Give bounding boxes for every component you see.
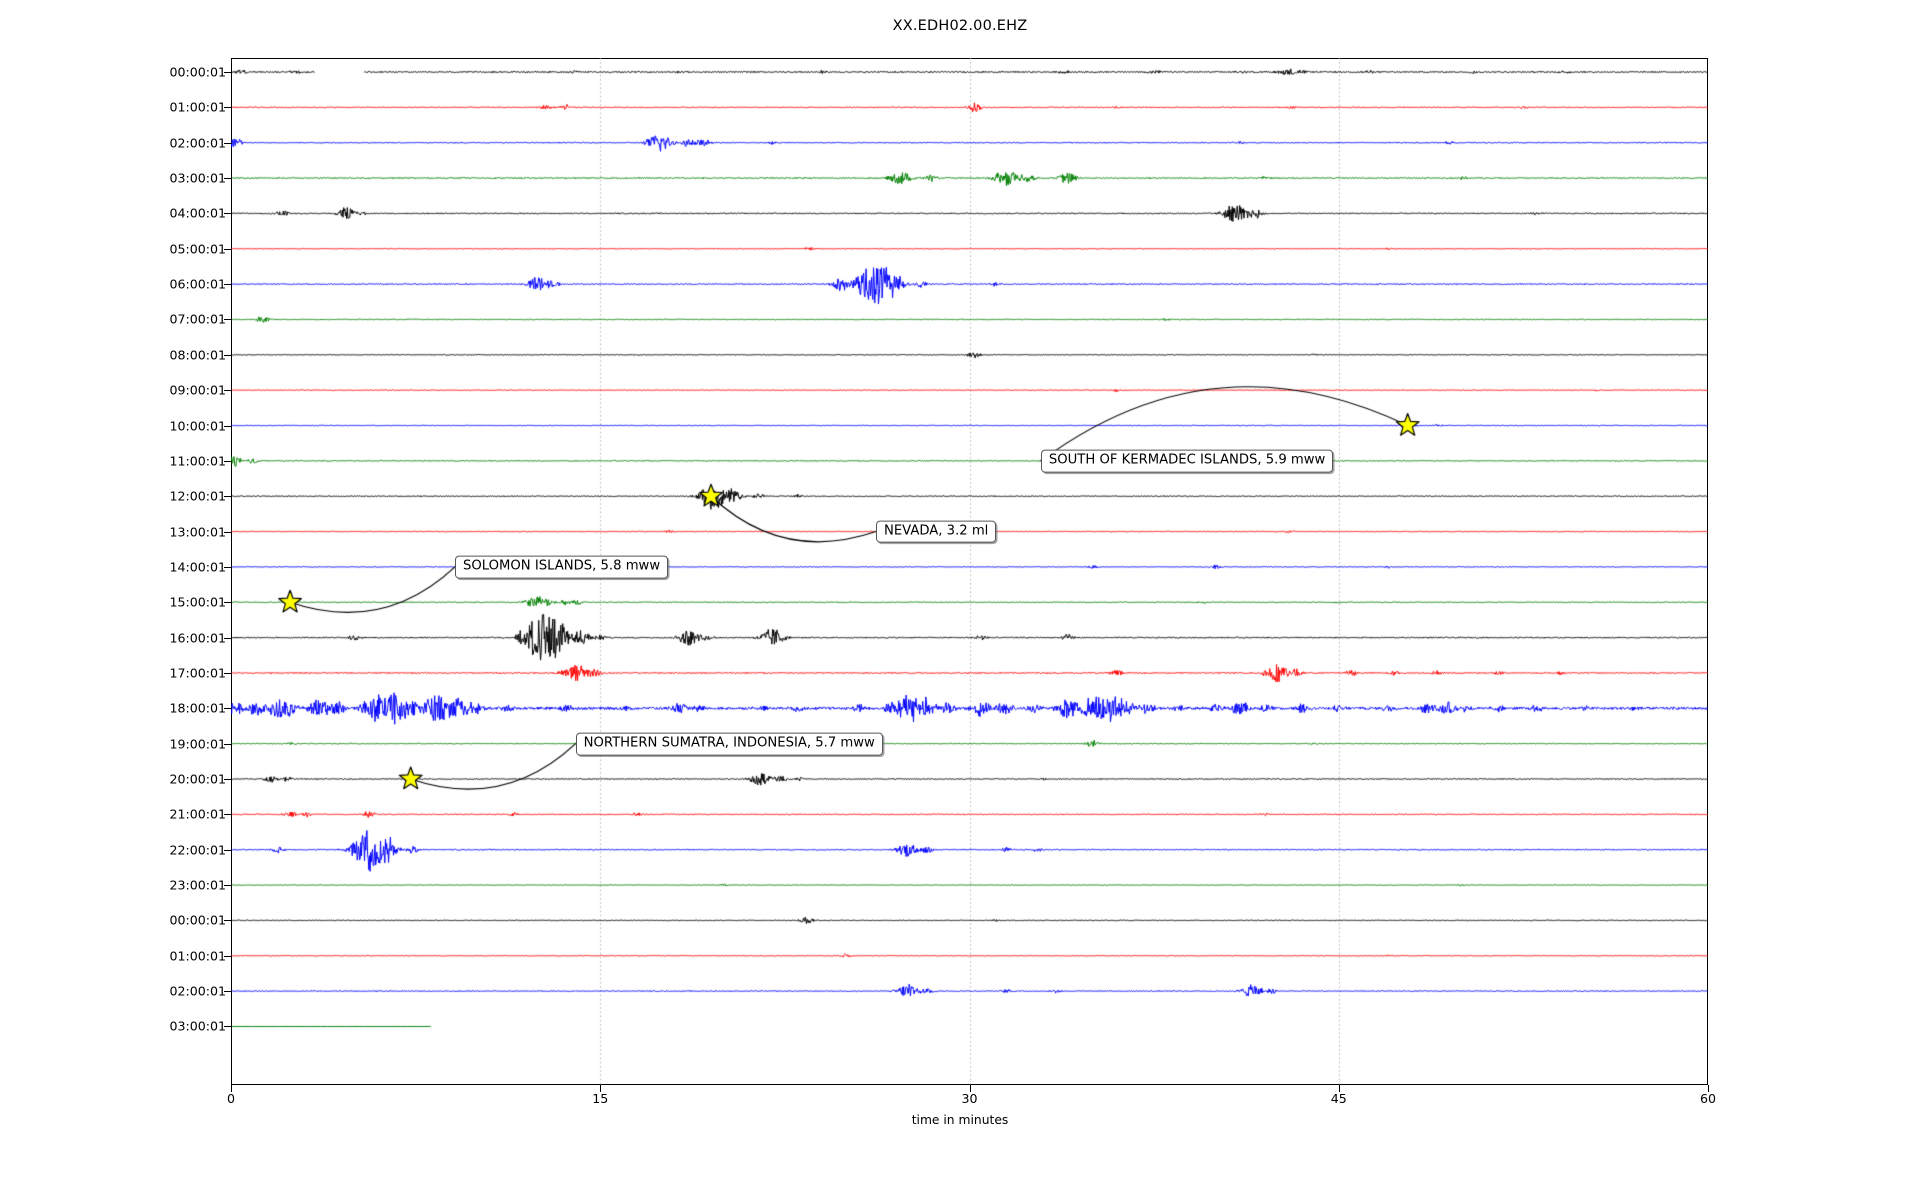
y-axis-tick-label: 15:00:01 [169,594,226,610]
y-axis-tick-label: 07:00:01 [169,311,226,327]
x-axis-label: time in minutes [911,1113,1009,1127]
y-axis-tick-label: 03:00:01 [169,170,226,186]
y-axis-tick-mark [224,319,232,321]
y-axis-tick-mark [224,213,232,215]
x-axis-tick-mark [969,1085,971,1092]
y-axis-tick-mark [224,602,232,604]
y-axis-tick-mark [224,672,232,674]
y-axis-tick-mark [224,955,232,957]
y-axis-tick-label: 22:00:01 [169,842,226,858]
y-axis-tick-label: 14:00:01 [169,559,226,575]
y-axis-tick-label: 05:00:01 [169,241,226,257]
y-axis-tick-label: 04:00:01 [169,205,226,221]
y-axis-tick-mark [224,1026,232,1028]
y-axis-tick-label: 02:00:01 [169,135,226,151]
y-axis-tick-label: 13:00:01 [169,524,226,540]
y-axis-tick-mark [224,814,232,816]
y-axis-tick-mark [224,566,232,568]
y-axis-tick-label: 00:00:01 [169,912,226,928]
page-title: XX.EDH02.00.EHZ [892,18,1028,34]
y-axis-tick-mark [224,885,232,887]
y-axis-tick-label: 06:00:01 [169,276,226,292]
y-axis-tick-label: 20:00:01 [169,771,226,787]
y-axis-tick-mark [224,460,232,462]
y-axis-tick-label: 10:00:01 [169,418,226,433]
y-axis-tick-mark [224,354,232,356]
y-axis-tick-mark [224,496,232,498]
x-axis-tick-label: 60 [1699,1091,1717,1106]
y-axis-tick-label: 21:00:01 [169,806,226,822]
y-axis-tick-mark [224,779,232,780]
y-axis-tick-mark [224,920,232,922]
y-axis-tick-label: 18:00:01 [169,700,226,716]
y-axis-tick-label: 09:00:01 [169,382,226,398]
x-axis-tick-label: 45 [1330,1091,1347,1106]
y-axis-tick-label: 19:00:01 [169,736,226,752]
y-axis-tick-label: 01:00:01 [169,99,226,115]
y-axis-tick-label: 02:00:01 [169,983,226,999]
x-axis-tick-mark [600,1085,602,1092]
y-axis-tick-mark [224,390,232,392]
y-axis-tick-mark [224,284,232,286]
event-label-4[interactable]: NORTHERN SUMATRA, INDONESIA, 5.7 mww [575,732,883,756]
x-axis-tick-label: 0 [226,1091,236,1106]
y-axis-tick-mark [224,637,232,639]
y-axis-tick-label: 00:00:01 [169,64,226,80]
y-axis-tick-label: 11:00:01 [169,453,226,469]
y-axis-tick-mark [224,72,232,73]
y-axis-tick-mark [224,178,232,180]
y-axis-tick-label: 23:00:01 [169,877,226,893]
y-axis-tick-mark [224,991,232,993]
y-axis-tick-mark [224,708,232,710]
y-axis-tick-mark [224,142,232,144]
y-axis-tick-mark [224,425,232,427]
y-axis-tick-mark [224,849,232,851]
x-axis-tick-label: 30 [961,1091,978,1106]
y-axis-tick-label: 01:00:01 [169,948,226,964]
y-axis-tick-mark [224,248,232,250]
x-axis-tick-mark [1708,1085,1709,1092]
y-axis-tick-label: 03:00:01 [169,1018,226,1034]
y-axis-tick-mark [224,743,232,745]
x-axis-tick-label: 15 [592,1091,609,1106]
y-axis-tick-label: 16:00:01 [169,630,226,646]
y-axis-tick-label: 12:00:01 [169,488,226,504]
event-label-3[interactable]: SOLOMON ISLANDS, 5.8 mww [455,555,669,579]
y-axis-tick-mark [224,107,232,109]
x-axis-tick-mark [231,1085,232,1092]
event-label-2[interactable]: NEVADA, 3.2 ml [875,520,997,543]
x-axis-tick-mark [1338,1085,1340,1092]
seismogram-traces-canvas [231,58,1708,1085]
y-axis-tick-label: 17:00:01 [169,665,226,681]
y-axis-tick-mark [224,531,232,533]
y-axis-tick-label: 08:00:01 [169,347,226,363]
event-label-1[interactable]: SOUTH OF KERMADEC ISLANDS, 5.9 mww [1040,449,1334,473]
